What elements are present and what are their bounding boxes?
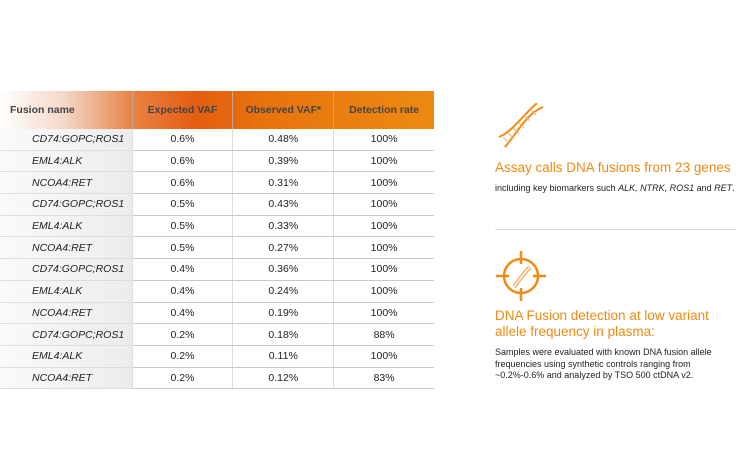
fusion-name-cell: CD74:GOPC;ROS1 [0, 193, 133, 216]
observed-vaf-cell: 0.43% [232, 193, 335, 216]
fusion-name-cell: NCOA4:RET [0, 171, 133, 195]
observed-vaf-cell: 0.31% [232, 171, 335, 195]
expected-vaf-cell: 0.6% [132, 171, 234, 195]
header-fusion-name: Fusion name [0, 91, 133, 129]
detection-rate-cell: 88% [333, 323, 434, 346]
table-row: NCOA4:RET 0.5% 0.27% 100% [0, 236, 434, 260]
table-header: Fusion name Expected VAF Observed VAF* D… [0, 91, 434, 129]
expected-vaf-cell: 0.4% [132, 258, 234, 281]
expected-vaf-cell: 0.6% [132, 150, 234, 173]
fusion-name-cell: EML4:ALK [0, 280, 133, 303]
table-row: EML4:ALK 0.6% 0.39% 100% [0, 150, 434, 173]
observed-vaf-cell: 0.27% [232, 236, 335, 260]
detection-rate-cell: 100% [333, 302, 434, 325]
panel1-title: Assay calls DNA fusions from 23 genes [495, 160, 731, 175]
detection-rate-cell: 100% [333, 258, 434, 281]
panel2-title: DNA Fusion detection at low variant alle… [495, 308, 709, 339]
fusion-name-cell: CD74:GOPC;ROS1 [0, 129, 133, 151]
panel2: DNA Fusion detection at low variant alle… [495, 308, 735, 382]
header-observed-vaf: Observed VAF* [232, 91, 335, 129]
divider [495, 229, 736, 230]
fusion-name-cell: EML4:ALK [0, 150, 133, 173]
expected-vaf-cell: 0.2% [132, 345, 234, 368]
table-row: EML4:ALK 0.5% 0.33% 100% [0, 215, 434, 238]
table-row: NCOA4:RET 0.6% 0.31% 100% [0, 171, 434, 195]
detection-rate-cell: 100% [333, 171, 434, 195]
table-row: CD74:GOPC;ROS1 0.2% 0.18% 88% [0, 323, 434, 346]
expected-vaf-cell: 0.6% [132, 129, 234, 151]
table-row: CD74:GOPC;ROS1 0.6% 0.48% 100% [0, 129, 434, 151]
observed-vaf-cell: 0.33% [232, 215, 335, 238]
expected-vaf-cell: 0.2% [132, 323, 234, 346]
detection-rate-cell: 83% [333, 367, 434, 390]
observed-vaf-cell: 0.19% [232, 302, 335, 325]
observed-vaf-cell: 0.11% [232, 345, 335, 368]
header-detection-rate: Detection rate [349, 104, 420, 116]
header-expected-vaf: Expected VAF [132, 91, 234, 129]
observed-vaf-cell: 0.12% [232, 367, 335, 390]
table-row: NCOA4:RET 0.2% 0.12% 83% [0, 367, 434, 390]
dna-target-icon [496, 251, 546, 301]
table-row: EML4:ALK 0.2% 0.11% 100% [0, 345, 434, 368]
fusion-name-cell: NCOA4:RET [0, 302, 133, 325]
panel1-text: including key biomarkers such ALK, NTRK,… [495, 183, 735, 193]
expected-vaf-cell: 0.4% [132, 280, 234, 303]
detection-rate-cell: 100% [333, 129, 434, 151]
fusion-table: Fusion name Expected VAF Observed VAF* D… [0, 91, 434, 390]
table-row: CD74:GOPC;ROS1 0.4% 0.36% 100% [0, 258, 434, 281]
fusion-name-cell: EML4:ALK [0, 345, 133, 368]
panel2-text: Samples were evaluated with known DNA fu… [495, 347, 712, 380]
expected-vaf-cell: 0.5% [132, 236, 234, 260]
fusion-name-cell: NCOA4:RET [0, 367, 133, 390]
observed-vaf-cell: 0.18% [232, 323, 335, 346]
expected-vaf-cell: 0.2% [132, 367, 234, 390]
observed-vaf-cell: 0.39% [232, 150, 335, 173]
table-row: EML4:ALK 0.4% 0.24% 100% [0, 280, 434, 303]
detection-rate-cell: 100% [333, 215, 434, 238]
detection-rate-cell: 100% [333, 193, 434, 216]
observed-vaf-cell: 0.48% [232, 129, 335, 151]
table-row: CD74:GOPC;ROS1 0.5% 0.43% 100% [0, 193, 434, 216]
panel1: Assay calls DNA fusions from 23 genes in… [495, 160, 735, 195]
detection-rate-cell: 100% [333, 345, 434, 368]
expected-vaf-cell: 0.4% [132, 302, 234, 325]
detection-rate-cell: 100% [333, 280, 434, 303]
fusion-name-cell: EML4:ALK [0, 215, 133, 238]
observed-vaf-cell: 0.24% [232, 280, 335, 303]
fusion-name-cell: NCOA4:RET [0, 236, 133, 260]
fusion-name-cell: CD74:GOPC;ROS1 [0, 323, 133, 346]
expected-vaf-cell: 0.5% [132, 215, 234, 238]
detection-rate-cell: 100% [333, 236, 434, 260]
detection-rate-cell: 100% [333, 150, 434, 173]
observed-vaf-cell: 0.36% [232, 258, 335, 281]
table-row: NCOA4:RET 0.4% 0.19% 100% [0, 302, 434, 325]
fusion-name-cell: CD74:GOPC;ROS1 [0, 258, 133, 281]
expected-vaf-cell: 0.5% [132, 193, 234, 216]
dna-helix-icon [498, 103, 544, 148]
